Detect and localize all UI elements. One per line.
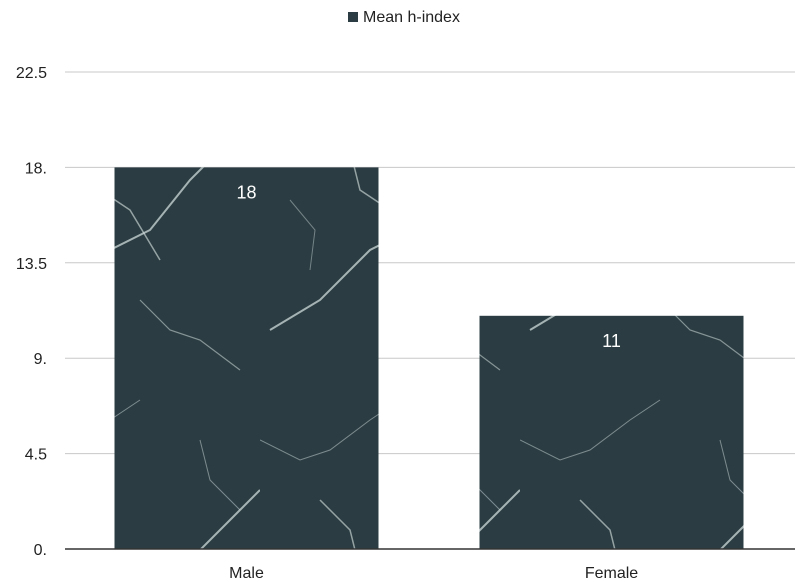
y-axis-tick-labels: 0. 4.5 9. 13.5 18. 22.5: [16, 65, 47, 559]
y-tick-label: 22.5: [16, 65, 47, 82]
legend-swatch: [348, 12, 358, 22]
y-tick-label: 18.: [25, 160, 47, 177]
bar-female: [479, 315, 744, 549]
y-tick-label: 4.5: [25, 447, 47, 464]
y-tick-label: 9.: [34, 351, 47, 368]
y-tick-label: 13.5: [16, 256, 47, 273]
legend: Mean h-index: [348, 9, 460, 26]
data-label-male: 18: [236, 182, 256, 202]
data-label-female: 11: [602, 331, 621, 351]
category-labels: Male Female: [229, 565, 638, 582]
bars: [114, 167, 744, 549]
legend-label-mean-h-index: Mean h-index: [363, 9, 460, 26]
category-label-female: Female: [585, 565, 638, 582]
category-label-male: Male: [229, 565, 264, 582]
y-tick-label: 0.: [34, 542, 47, 559]
bar-male: [114, 167, 379, 549]
